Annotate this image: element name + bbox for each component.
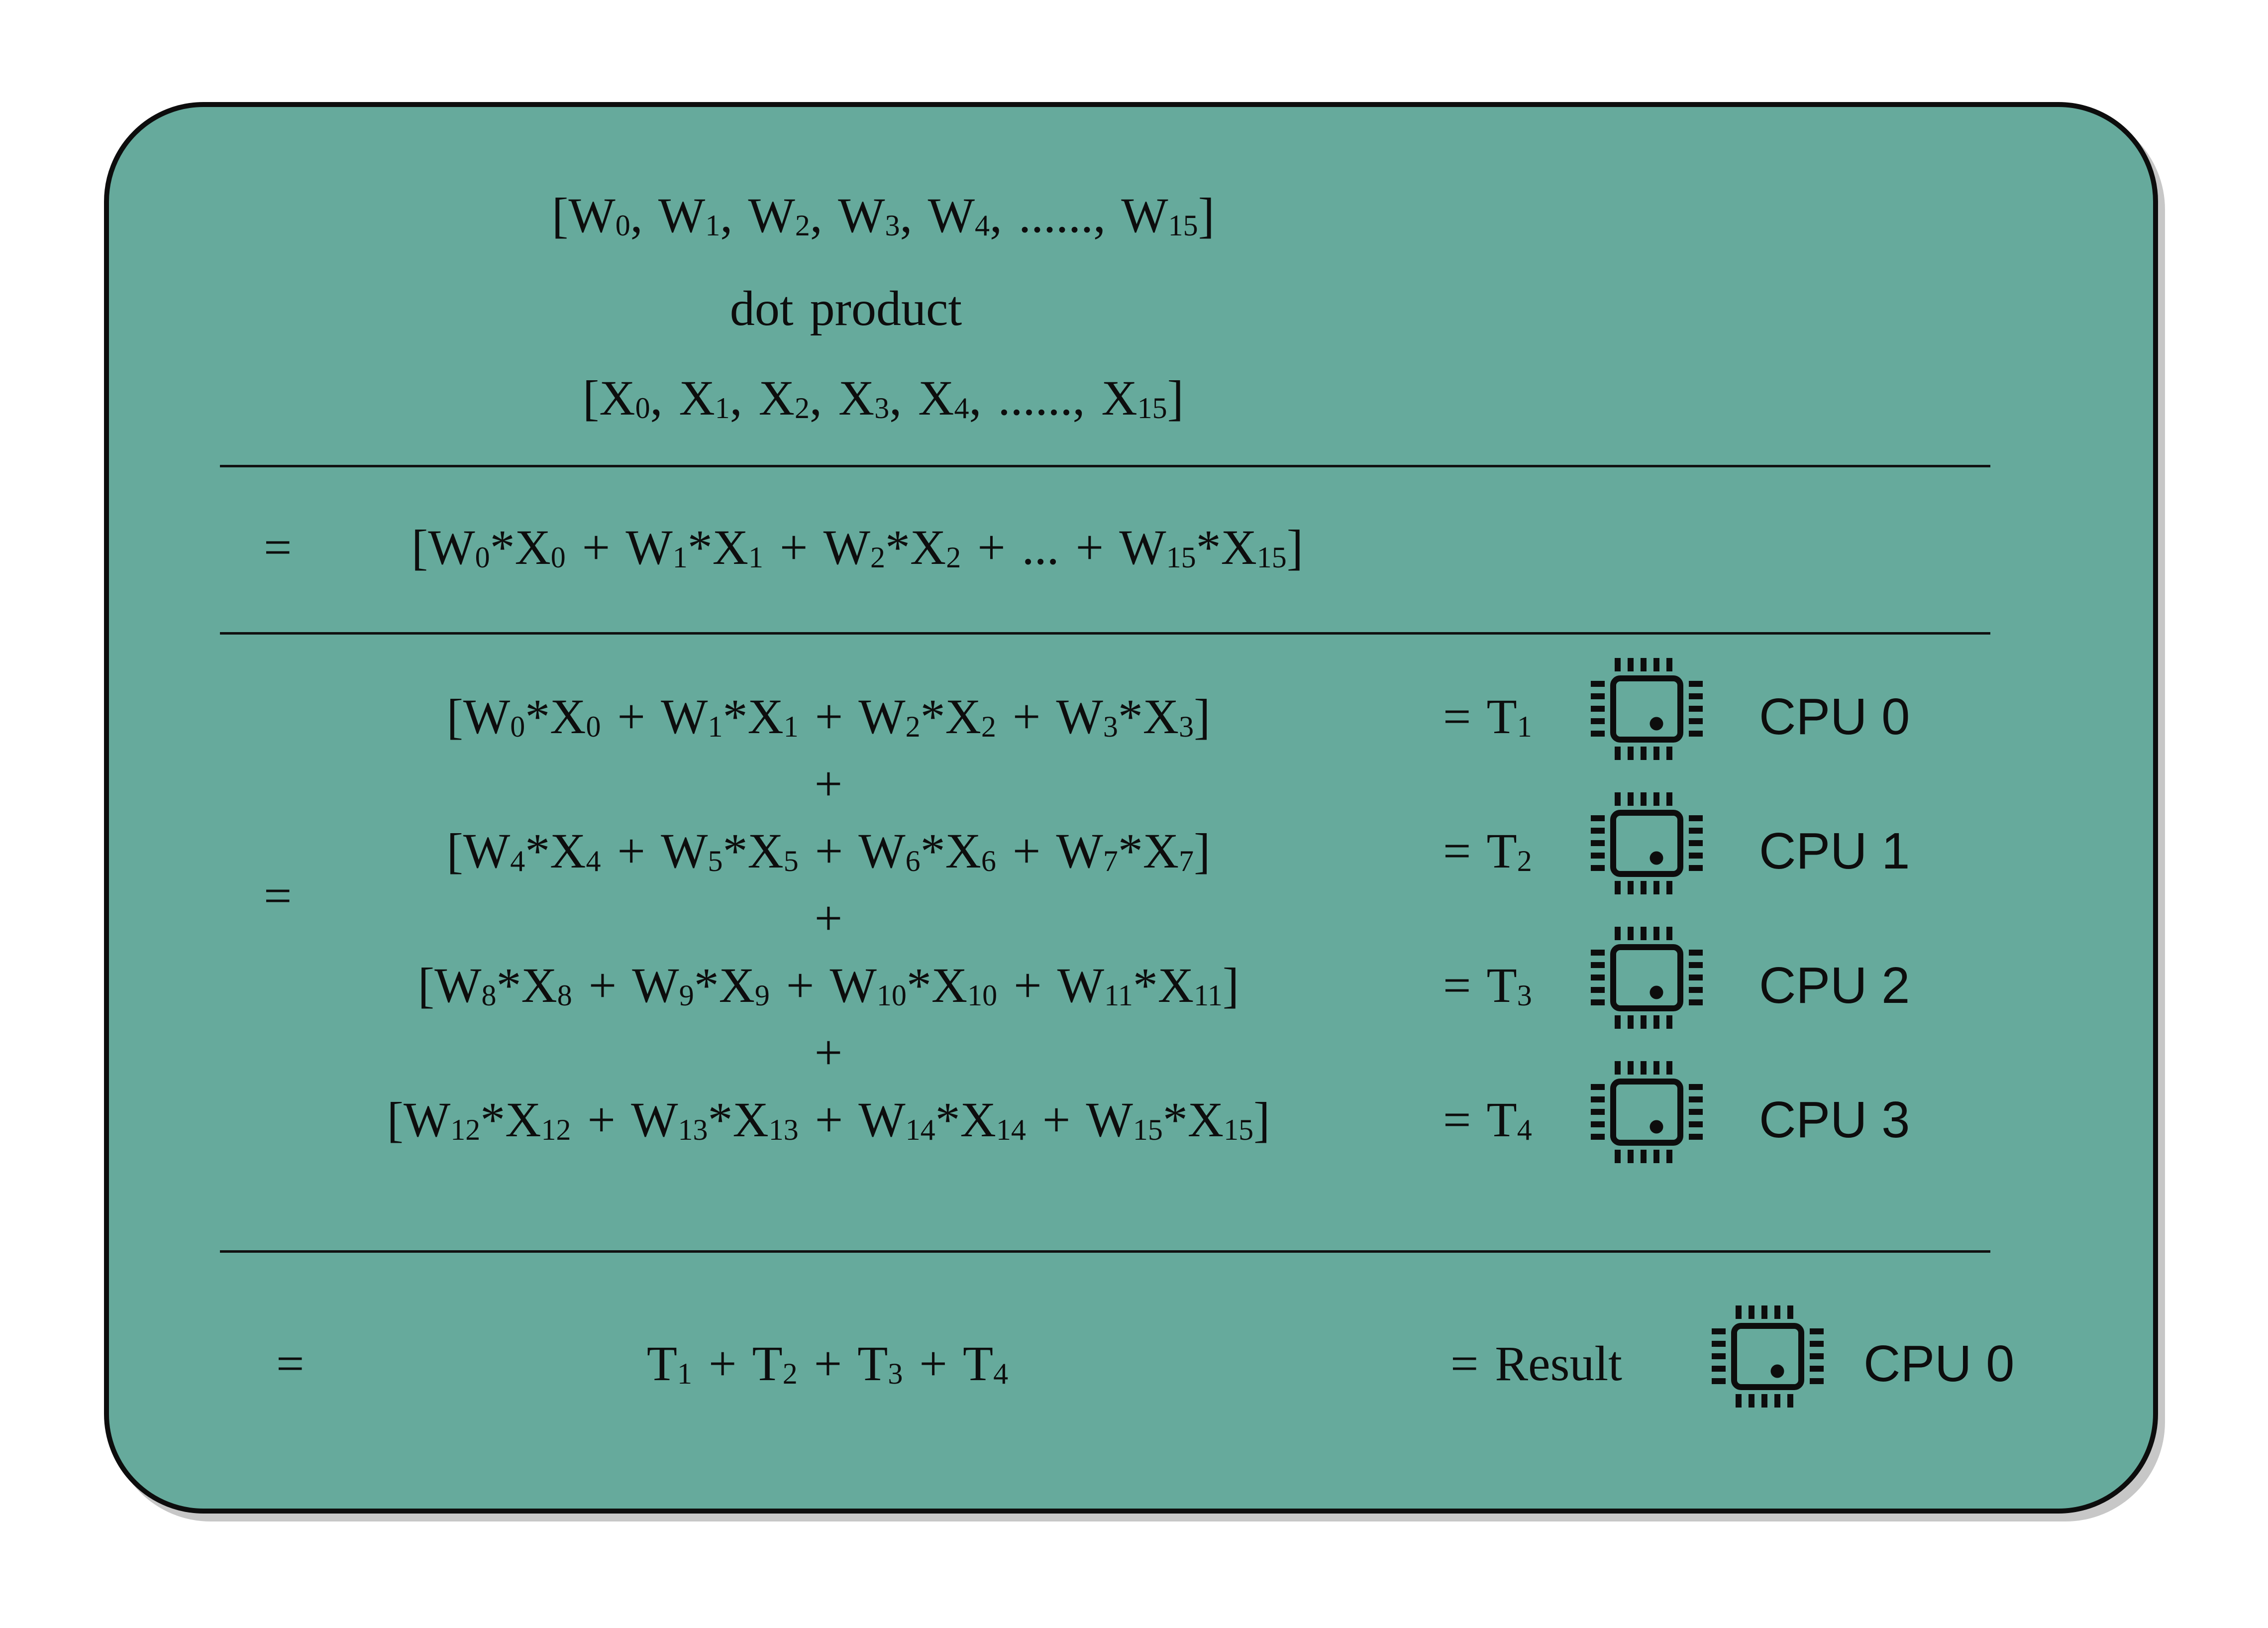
partial-result-t4: = T4 <box>1443 1092 1532 1147</box>
cpu-label-3: CPU 3 <box>1759 1091 1910 1148</box>
reduction-equals-sign: = <box>276 1336 305 1391</box>
combined-equals-sign: = <box>264 520 292 575</box>
cpu-label-final: CPU 0 <box>1863 1335 2015 1392</box>
cpu-chip-icon <box>1712 1305 1824 1408</box>
separator-line-2 <box>220 632 1990 635</box>
plus-sign-1: + <box>814 756 843 811</box>
partial-result-t3: = T3 <box>1443 958 1532 1013</box>
separator-line-1 <box>220 465 1990 467</box>
cpu-label-1: CPU 1 <box>1759 822 1910 879</box>
dot-product-panel: [W0, W1, W2, W3, W4, ......, W15] dot pr… <box>104 102 2158 1514</box>
cpu-chip-icon <box>1591 927 1703 1029</box>
w-vector-row: [W0, W1, W2, W3, W4, ......, W15] <box>552 188 1215 243</box>
reduction-formula: T1 + T2 + T3 + T4 <box>646 1336 1009 1391</box>
separator-line-3 <box>220 1250 1990 1253</box>
partial-sum-row-1: [W0*X0 + W1*X1 + W2*X2 + W3*X3] <box>446 689 1211 744</box>
distributed-equals-sign: = <box>264 868 292 923</box>
cpu-chip-icon <box>1591 1061 1703 1163</box>
partial-sum-row-2: [W4*X4 + W5*X5 + W6*X6 + W7*X7] <box>446 823 1211 878</box>
cpu-chip-icon <box>1591 792 1703 894</box>
cpu-chip-icon <box>1591 658 1703 760</box>
plus-sign-2: + <box>814 890 843 946</box>
partial-sum-row-4: [W12*X12 + W13*X13 + W14*X14 + W15*X15] <box>387 1092 1270 1147</box>
combined-sum-formula: [W0*X0 + W1*X1 + W2*X2 + ... + W15*X15] <box>411 520 1304 575</box>
dot-product-label: dot product <box>729 281 962 336</box>
reduction-result: = Result <box>1450 1336 1622 1391</box>
partial-result-t1: = T1 <box>1443 689 1532 744</box>
x-vector-row: [X0, X1, X2, X3, X4, ......, X15] <box>583 370 1184 426</box>
partial-result-t2: = T2 <box>1443 823 1532 878</box>
cpu-label-0: CPU 0 <box>1759 688 1910 745</box>
cpu-label-2: CPU 2 <box>1759 957 1910 1014</box>
plus-sign-3: + <box>814 1025 843 1080</box>
partial-sum-row-3: [W8*X8 + W9*X9 + W10*X10 + W11*X11] <box>417 958 1239 1013</box>
